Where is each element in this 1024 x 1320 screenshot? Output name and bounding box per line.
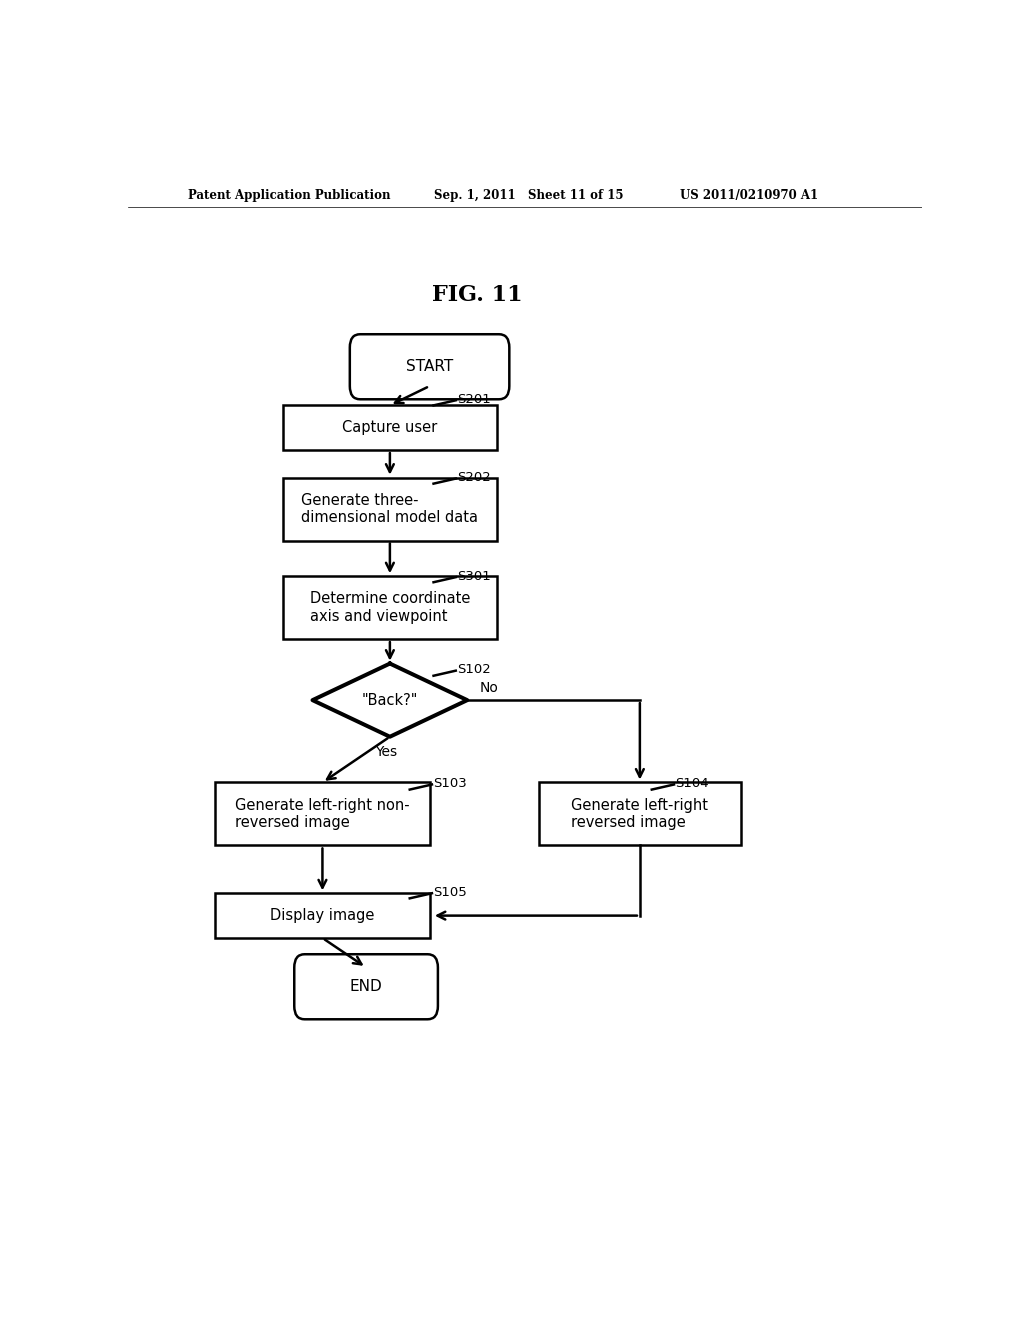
Bar [283, 576, 497, 639]
Bar [283, 405, 497, 450]
Text: S105: S105 [433, 886, 467, 899]
FancyBboxPatch shape [294, 954, 438, 1019]
Text: Sep. 1, 2011   Sheet 11 of 15: Sep. 1, 2011 Sheet 11 of 15 [433, 189, 623, 202]
Text: Generate left-right
reversed image: Generate left-right reversed image [571, 797, 709, 830]
Bar [539, 783, 741, 846]
Text: S201: S201 [458, 393, 492, 405]
Text: S103: S103 [433, 777, 467, 789]
Text: FIG. 11: FIG. 11 [432, 284, 522, 306]
Text: Yes: Yes [375, 744, 397, 759]
Text: S301: S301 [458, 570, 492, 582]
Text: S104: S104 [676, 777, 710, 789]
Bar [215, 894, 430, 939]
Text: No: No [479, 681, 498, 694]
Text: Display image: Display image [270, 908, 375, 923]
Text: Capture user: Capture user [342, 420, 437, 436]
Text: Determine coordinate
axis and viewpoint: Determine coordinate axis and viewpoint [309, 591, 470, 624]
FancyBboxPatch shape [350, 334, 509, 399]
Bar [215, 783, 430, 846]
Text: Generate three-
dimensional model data: Generate three- dimensional model data [301, 492, 478, 525]
Text: Generate left-right non-
reversed image: Generate left-right non- reversed image [236, 797, 410, 830]
Bar [283, 478, 497, 541]
Text: S202: S202 [458, 471, 492, 484]
Text: START: START [406, 359, 454, 375]
Text: Patent Application Publication: Patent Application Publication [187, 189, 390, 202]
Text: US 2011/0210970 A1: US 2011/0210970 A1 [680, 189, 818, 202]
Text: END: END [350, 979, 382, 994]
Text: S102: S102 [458, 663, 492, 676]
Text: "Back?": "Back?" [361, 693, 418, 708]
Polygon shape [312, 664, 467, 737]
